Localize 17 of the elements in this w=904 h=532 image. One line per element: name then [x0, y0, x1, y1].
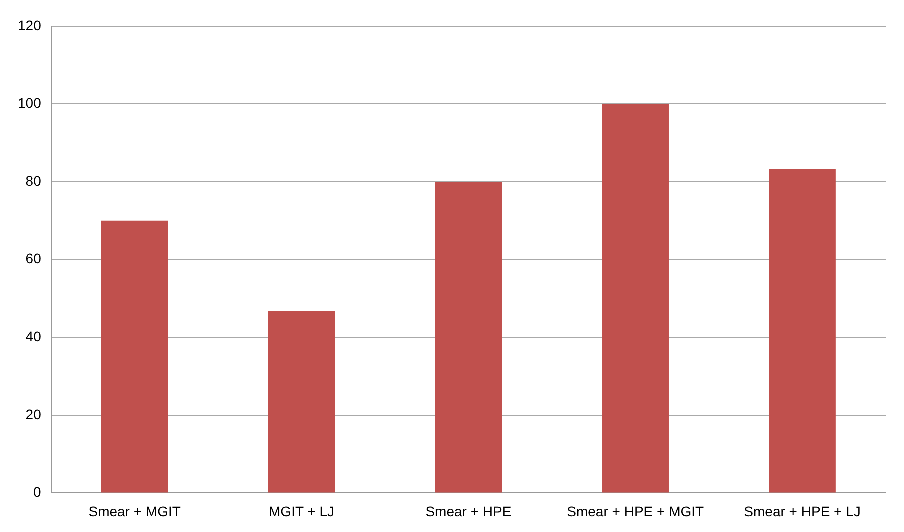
bar	[435, 182, 502, 493]
y-tick-label: 0	[34, 484, 42, 500]
x-tick-label: Smear + HPE	[426, 503, 512, 520]
x-tick-label: MGIT + LJ	[269, 503, 334, 520]
y-tick-label: 40	[26, 328, 42, 344]
y-tick-label: 120	[18, 17, 42, 34]
y-tick-label: 60	[26, 250, 42, 267]
x-tick-label: Smear + HPE + LJ	[744, 503, 861, 520]
bar	[101, 220, 168, 493]
bar	[268, 312, 336, 493]
y-tick-label: 80	[26, 172, 42, 189]
bar	[769, 169, 836, 493]
x-tick-label: Smear + MGIT	[88, 503, 182, 520]
y-tick-label: 100	[18, 95, 42, 112]
y-tick-label: 20	[26, 406, 42, 422]
bar	[602, 104, 669, 493]
x-tick-label: Smear + HPE + MGIT	[567, 503, 705, 520]
